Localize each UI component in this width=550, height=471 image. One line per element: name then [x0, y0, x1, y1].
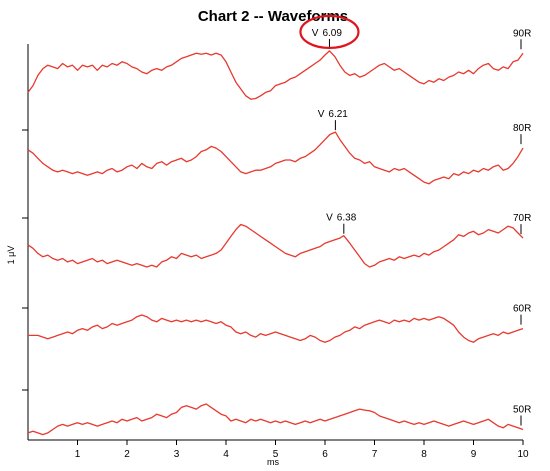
series-line-80R — [27, 131, 524, 185]
trace-60R: 60R — [28, 304, 531, 343]
trace-50R: 50R — [27, 403, 531, 436]
peak-latency-90R: 6.09 — [322, 28, 342, 39]
x-ticks: 1 2 3 4 5 6 7 8 9 10 — [75, 440, 529, 460]
x-tick-label-1: 1 — [75, 449, 81, 460]
x-tick-label-8: 8 — [421, 449, 427, 460]
x-tick-label-3: 3 — [174, 449, 180, 460]
y-ticks — [22, 129, 28, 391]
axes — [27, 44, 523, 441]
x-tick-label-7: 7 — [372, 449, 378, 460]
peak-label-90R: V — [312, 28, 319, 39]
y-axis-label: 1 μV — [6, 246, 16, 265]
series-line-50R — [27, 403, 524, 436]
level-label-80R: 80R — [513, 123, 531, 134]
level-label-60R: 60R — [513, 304, 531, 315]
x-tick-label-6: 6 — [322, 449, 328, 460]
x-tick-label-10: 10 — [517, 449, 529, 460]
level-label-50R: 50R — [513, 405, 531, 416]
x-tick-label-4: 4 — [223, 449, 229, 460]
x-axis-label: ms — [267, 457, 279, 467]
x-tick-label-2: 2 — [124, 449, 130, 460]
x-tick-label-5: 5 — [273, 449, 279, 460]
series-line-70R — [27, 223, 524, 268]
peak-latency-80R: 6.21 — [328, 109, 348, 120]
trace-90R: 90R V 6.09 — [27, 14, 531, 100]
x-tick-label-9: 9 — [471, 449, 477, 460]
trace-80R: 80R V 6.21 — [27, 109, 531, 185]
level-label-70R: 70R — [513, 213, 531, 224]
series-line-60R — [28, 314, 524, 343]
peak-latency-70R: 6.38 — [337, 213, 357, 224]
trace-70R: 70R V 6.38 — [27, 213, 531, 268]
series-line-90R — [27, 50, 524, 100]
level-label-90R: 90R — [513, 28, 531, 39]
highlight-circle — [299, 14, 360, 50]
peak-label-80R: V — [318, 109, 325, 120]
peak-label-70R: V — [326, 213, 333, 224]
